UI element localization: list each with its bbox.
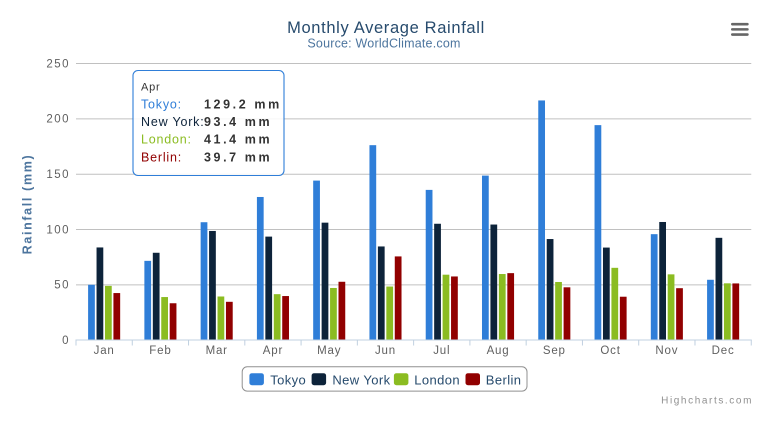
svg-text:Tokyo:: Tokyo: — [141, 97, 182, 111]
svg-text:200: 200 — [46, 114, 70, 126]
svg-text:Apr: Apr — [141, 82, 161, 94]
svg-text:New York:: New York: — [141, 115, 204, 129]
svg-text:Jul: Jul — [433, 345, 450, 357]
svg-text:London: London — [414, 373, 460, 388]
svg-text:41.4 mm: 41.4 mm — [204, 133, 272, 147]
svg-text:Dec: Dec — [712, 345, 735, 357]
svg-text:Monthly Average Rainfall: Monthly Average Rainfall — [287, 19, 485, 37]
svg-text:39.7 mm: 39.7 mm — [204, 150, 272, 164]
svg-text:Jun: Jun — [375, 345, 396, 357]
svg-text:Feb: Feb — [149, 345, 171, 357]
svg-text:Aug: Aug — [487, 345, 510, 357]
svg-text:Rainfall (mm): Rainfall (mm) — [21, 154, 35, 255]
svg-text:Sep: Sep — [543, 345, 566, 357]
svg-text:Highcharts.com: Highcharts.com — [661, 396, 753, 407]
svg-text:100: 100 — [46, 224, 70, 236]
svg-text:New York: New York — [332, 373, 390, 388]
svg-text:93.4 mm: 93.4 mm — [204, 115, 272, 129]
svg-text:Oct: Oct — [600, 345, 620, 357]
svg-text:Tokyo: Tokyo — [270, 373, 306, 388]
svg-text:50: 50 — [54, 280, 70, 292]
svg-text:Nov: Nov — [655, 345, 678, 357]
svg-text:May: May — [317, 345, 341, 357]
svg-text:Jan: Jan — [94, 345, 115, 357]
svg-text:250: 250 — [46, 58, 70, 70]
svg-text:0: 0 — [62, 335, 70, 347]
svg-text:Source: WorldClimate.com: Source: WorldClimate.com — [307, 37, 460, 51]
svg-text:Mar: Mar — [206, 345, 228, 357]
svg-text:150: 150 — [46, 169, 70, 181]
svg-text:Berlin:: Berlin: — [141, 150, 182, 164]
svg-text:129.2 mm: 129.2 mm — [204, 97, 282, 111]
svg-text:Berlin: Berlin — [486, 373, 522, 388]
svg-text:London:: London: — [141, 133, 192, 147]
svg-text:Apr: Apr — [263, 345, 283, 357]
